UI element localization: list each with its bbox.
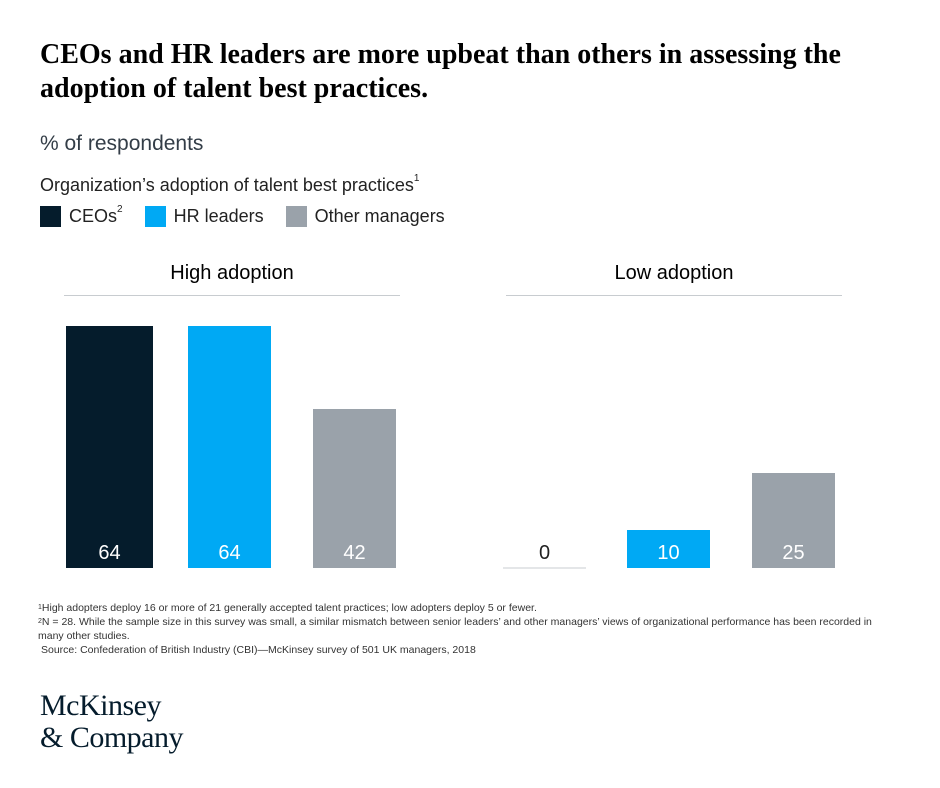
logo-line-2: & Company xyxy=(40,721,184,754)
bar-high-adoption-hr-leaders xyxy=(188,326,271,568)
mckinsey-logo: McKinsey & Company xyxy=(40,689,184,754)
bar-high-adoption-ceos xyxy=(66,326,153,568)
legend-title-footnote-ref: 1 xyxy=(413,173,420,184)
legend-label-ceos-text: CEOs xyxy=(69,206,118,226)
legend-item-ceos: CEOs2 xyxy=(40,204,123,227)
bar-high-adoption-other-managers xyxy=(313,409,396,568)
legend-label-ceos-footnote-ref: 2 xyxy=(117,204,123,215)
legend: CEOs2 HR leaders Other managers xyxy=(40,204,467,227)
footnote-2-marker: 2 xyxy=(38,618,42,625)
panel-rule-high-adoption xyxy=(64,295,400,296)
footnote-source: Source: Confederation of British Industr… xyxy=(38,643,898,657)
footnote-2: 2N = 28. While the sample size in this s… xyxy=(38,615,898,643)
panel-title-high-adoption: High adoption xyxy=(170,262,294,284)
legend-swatch-ceos xyxy=(40,206,61,227)
legend-title-text: Organization’s adoption of talent best p… xyxy=(40,175,414,195)
source-text: Source: Confederation of British Industr… xyxy=(41,644,476,656)
data-label-high-adoption-other-managers: 42 xyxy=(343,542,365,564)
footnote-1-text: High adopters deploy 16 or more of 21 ge… xyxy=(41,602,537,614)
legend-swatch-other-managers xyxy=(285,206,307,227)
data-label-high-adoption-ceos: 64 xyxy=(98,542,120,564)
data-label-low-adoption-other-managers: 25 xyxy=(782,542,804,564)
legend-item-hr-leaders: HR leaders xyxy=(144,206,264,227)
legend-label-ceos: CEOs2 xyxy=(69,204,123,227)
bar-low-adoption-other-managers xyxy=(752,473,835,568)
legend-item-other-managers: Other managers xyxy=(285,206,445,227)
footnotes: 1High adopters deploy 16 or more of 21 g… xyxy=(38,601,898,657)
chart-subtitle: % of respondents xyxy=(40,132,204,155)
panel-rule-low-adoption xyxy=(506,295,842,296)
legend-label-other-managers: Other managers xyxy=(314,206,445,226)
legend-swatch-hr-leaders xyxy=(144,206,166,227)
data-label-low-adoption-ceos: 0 xyxy=(539,542,550,564)
bar-chart: 64 64 42 0 10 25 xyxy=(66,326,835,569)
footnote-1: 1High adopters deploy 16 or more of 21 g… xyxy=(38,601,898,615)
data-label-low-adoption-hr-leaders: 10 xyxy=(657,542,679,564)
data-label-high-adoption-hr-leaders: 64 xyxy=(218,542,240,564)
legend-title: Organization’s adoption of talent best p… xyxy=(40,173,420,196)
footnote-1-marker: 1 xyxy=(38,604,42,611)
logo-line-1: McKinsey xyxy=(40,689,161,722)
chart-title: CEOs and HR leaders are more upbeat than… xyxy=(40,39,841,104)
footnote-2-text: N = 28. While the sample size in this su… xyxy=(38,616,872,642)
panel-title-low-adoption: Low adoption xyxy=(614,262,734,284)
legend-label-hr-leaders: HR leaders xyxy=(173,206,264,226)
bar-low-adoption-hr-leaders xyxy=(627,530,710,568)
